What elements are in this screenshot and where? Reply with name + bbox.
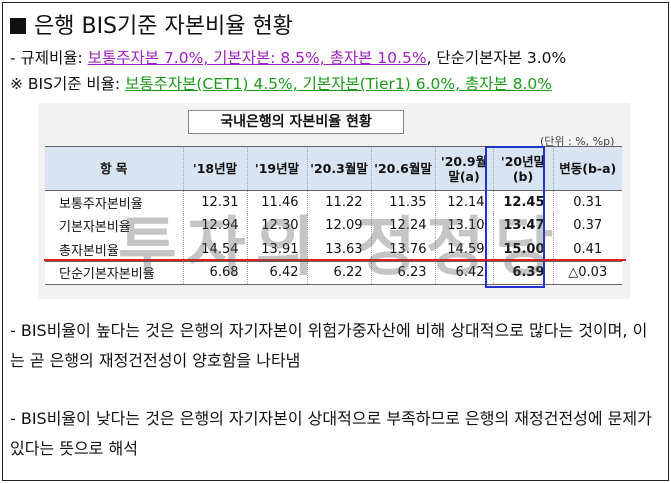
table-cell: 13.10 (434, 214, 493, 238)
highlight-underline (44, 259, 626, 261)
table-row: 단순기본자본비율 6.68 6.42 6.22 6.23 6.42 6.39 △… (45, 260, 622, 285)
bis-standard-line: ※ BIS기준 비율: 보통주자본(CET1) 4.5%, 기본자본(Tier1… (10, 72, 552, 94)
row-label: 총자본비율 (45, 237, 183, 261)
table-cell: 6.39 (492, 260, 553, 285)
square-bullet-icon (10, 18, 26, 34)
highlight-box-latest (485, 146, 545, 288)
table-cell: 12.14 (434, 190, 493, 214)
table-cell: △0.03 (552, 260, 622, 285)
table-cell: 11.35 (370, 190, 435, 214)
header-cell: '20.6월말 (370, 146, 435, 191)
table-cell: 15.00 (492, 237, 553, 261)
paragraph-high-bis: - BIS비율이 높다는 것은 은행의 자기자본이 위험가중자산에 비해 상대적… (10, 321, 648, 370)
regulation-highlight: 보통주자본 7.0%, 기본자본: 8.5%, 총자본 10.5% (87, 49, 427, 67)
table-cell: 12.45 (492, 190, 553, 214)
table-cell: 14.59 (434, 237, 493, 261)
bis-highlight: 보통주자본(CET1) 4.5%, 기본자본(Tier1) 6.0%, 총자본 … (125, 75, 553, 93)
regulation-line: - 규제비율: 보통주자본 7.0%, 기본자본: 8.5%, 총자본 10.5… (10, 46, 566, 68)
table-cell: 6.23 (370, 260, 435, 285)
table-cell: 13.47 (492, 214, 553, 238)
table-row: 기본자본비율 12.94 12.30 12.09 12.24 13.10 13.… (45, 214, 622, 238)
watermark: 투자의 정정당 (118, 211, 564, 285)
row-label: 기본자본비율 (45, 214, 183, 238)
header-cell: '20.3월말 (306, 146, 371, 191)
table-cell: 6.42 (246, 260, 307, 285)
table-cell: 14.54 (182, 237, 247, 261)
header-cell: 변동(b-a) (552, 146, 622, 191)
regulation-suffix: , 단순기본자본 3.0% (426, 49, 567, 67)
table-cell: 12.94 (182, 214, 247, 238)
row-label: 보통주자본비율 (45, 190, 183, 214)
table-header-row: 항 목 '18년말 '19년말 '20.3월말 '20.6월말 '20.9월말(… (45, 146, 622, 191)
header-cell: '20.9월말(a) (434, 146, 493, 191)
table-cell: 0.31 (552, 190, 622, 214)
table-cell: 6.42 (434, 260, 493, 285)
table-cell: 12.24 (370, 214, 435, 238)
header-cell: '19년말 (246, 146, 307, 191)
table-row: 보통주자본비율 12.31 11.46 11.22 11.35 12.14 12… (45, 190, 622, 214)
bis-prefix: ※ BIS기준 비율: (10, 75, 126, 93)
table-cell: 0.41 (552, 237, 622, 261)
header-cell: '18년말 (182, 146, 247, 191)
table-cell: 6.68 (182, 260, 247, 285)
table-cell: 11.22 (306, 190, 371, 214)
row-label: 단순기본자본비율 (45, 260, 183, 285)
capital-ratio-table: 항 목 '18년말 '19년말 '20.3월말 '20.6월말 '20.9월말(… (45, 146, 622, 285)
table-cell: 13.76 (370, 237, 435, 261)
table-cell: 13.63 (306, 237, 371, 261)
paragraph-low-bis: - BIS비율이 낮다는 것은 은행의 자기자본이 상대적으로 부족하므로 은행… (10, 409, 652, 458)
page-title: 은행 BIS기준 자본비율 현황 (10, 8, 293, 40)
page-title-text: 은행 BIS기준 자본비율 현황 (34, 14, 293, 39)
header-cell: 항 목 (45, 146, 183, 191)
table-cell: 11.46 (246, 190, 307, 214)
table-cell: 6.22 (306, 260, 371, 285)
table-caption: 국내은행의 자본비율 현황 (188, 110, 404, 134)
table-cell: 12.30 (246, 214, 307, 238)
table-unit: (단위 : %, %p) (540, 135, 615, 148)
table-cell: 12.09 (306, 214, 371, 238)
table-cell: 13.91 (246, 237, 307, 261)
regulation-prefix: - 규제비율: (10, 49, 88, 67)
table-cell: 12.31 (182, 190, 247, 214)
table-cell: 0.37 (552, 214, 622, 238)
table-row: 총자본비율 14.54 13.91 13.63 13.76 14.59 15.0… (45, 237, 622, 261)
